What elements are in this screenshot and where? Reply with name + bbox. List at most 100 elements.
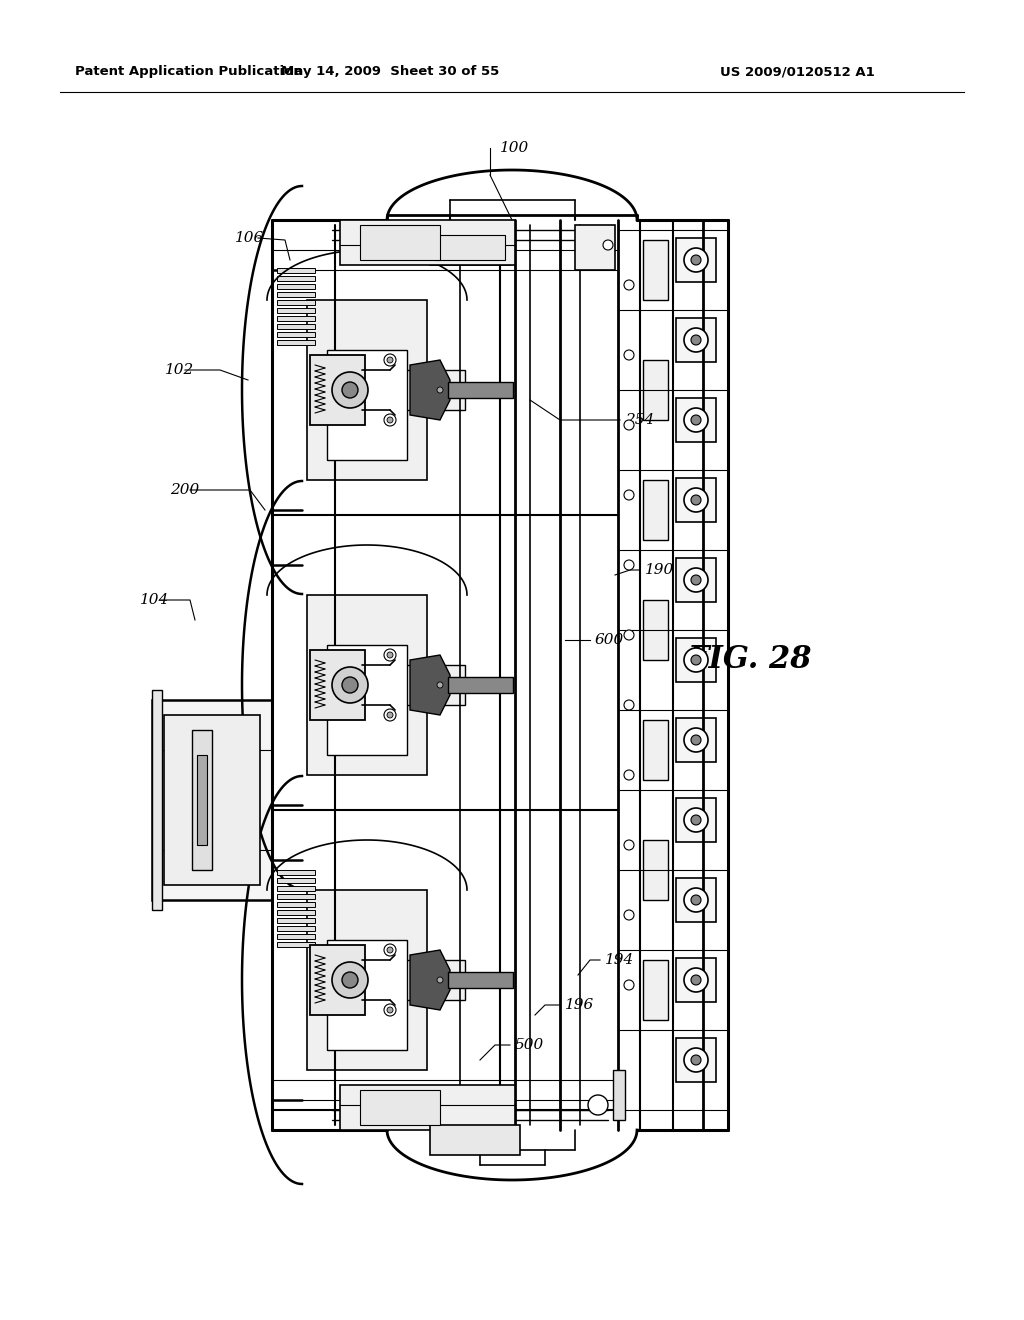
Circle shape <box>684 808 708 832</box>
Bar <box>278 341 315 345</box>
Bar <box>278 276 315 281</box>
Circle shape <box>684 888 708 912</box>
Bar <box>676 238 716 282</box>
Text: 106: 106 <box>180 863 209 876</box>
Bar <box>340 220 515 265</box>
Bar <box>643 480 668 540</box>
Bar <box>310 355 365 425</box>
Bar <box>278 935 315 939</box>
Bar <box>278 315 315 321</box>
Bar <box>676 558 716 602</box>
Polygon shape <box>410 655 450 715</box>
Bar <box>676 958 716 1002</box>
Circle shape <box>387 417 393 422</box>
Bar <box>430 1125 520 1155</box>
Bar <box>152 690 162 909</box>
Circle shape <box>624 630 634 640</box>
Circle shape <box>684 408 708 432</box>
Text: May 14, 2009  Sheet 30 of 55: May 14, 2009 Sheet 30 of 55 <box>281 66 499 78</box>
Bar <box>676 478 716 521</box>
Circle shape <box>332 667 368 704</box>
Bar <box>310 649 365 719</box>
Bar <box>278 323 315 329</box>
Bar <box>327 645 407 755</box>
Circle shape <box>342 381 358 399</box>
Circle shape <box>387 652 393 657</box>
Bar <box>360 1090 440 1125</box>
Circle shape <box>691 335 701 345</box>
Bar <box>312 375 337 405</box>
Bar <box>278 942 315 946</box>
Circle shape <box>437 682 443 688</box>
Circle shape <box>434 974 446 986</box>
Bar <box>278 917 315 923</box>
Circle shape <box>684 729 708 752</box>
Bar <box>676 1038 716 1082</box>
Bar <box>307 890 427 1071</box>
Circle shape <box>437 977 443 983</box>
Bar <box>197 755 207 845</box>
Text: 102: 102 <box>165 363 195 378</box>
Bar <box>375 370 465 411</box>
Text: FIG. 28: FIG. 28 <box>688 644 812 676</box>
Bar <box>310 945 365 1015</box>
Polygon shape <box>410 360 450 420</box>
Text: 190: 190 <box>645 564 674 577</box>
Text: 196: 196 <box>565 998 594 1012</box>
Circle shape <box>434 678 446 690</box>
Bar <box>643 840 668 900</box>
Circle shape <box>624 909 634 920</box>
Bar <box>613 1071 625 1119</box>
Bar <box>278 878 315 883</box>
Bar <box>278 308 315 313</box>
Circle shape <box>332 372 368 408</box>
Circle shape <box>691 576 701 585</box>
Text: US 2009/0120512 A1: US 2009/0120512 A1 <box>720 66 874 78</box>
Bar <box>643 360 668 420</box>
Circle shape <box>691 1055 701 1065</box>
Circle shape <box>691 255 701 265</box>
Bar <box>676 318 716 362</box>
Text: 500: 500 <box>515 1038 544 1052</box>
Circle shape <box>624 280 634 290</box>
Circle shape <box>684 488 708 512</box>
Text: Patent Application Publication: Patent Application Publication <box>75 66 303 78</box>
Circle shape <box>624 700 634 710</box>
Bar <box>164 715 260 884</box>
Polygon shape <box>410 950 450 1010</box>
Bar <box>676 878 716 921</box>
Circle shape <box>691 414 701 425</box>
Circle shape <box>691 895 701 906</box>
Circle shape <box>684 968 708 993</box>
Bar <box>360 224 440 260</box>
Bar <box>278 902 315 907</box>
Circle shape <box>384 649 396 661</box>
Circle shape <box>691 975 701 985</box>
Bar <box>375 665 465 705</box>
Bar <box>307 300 427 480</box>
Circle shape <box>684 248 708 272</box>
Circle shape <box>624 979 634 990</box>
Text: 600: 600 <box>595 634 625 647</box>
Bar <box>278 870 315 875</box>
Bar <box>676 799 716 842</box>
Circle shape <box>342 972 358 987</box>
Bar <box>327 940 407 1049</box>
Bar <box>278 284 315 289</box>
Bar <box>278 333 315 337</box>
Circle shape <box>624 770 634 780</box>
Bar <box>152 700 272 900</box>
Text: 104: 104 <box>140 593 169 607</box>
Circle shape <box>384 709 396 721</box>
Bar <box>676 399 716 442</box>
Circle shape <box>684 1048 708 1072</box>
Circle shape <box>691 495 701 506</box>
Circle shape <box>332 962 368 998</box>
Circle shape <box>387 946 393 953</box>
Bar <box>193 730 212 870</box>
Bar <box>312 965 337 995</box>
Circle shape <box>384 944 396 956</box>
Bar <box>676 718 716 762</box>
Circle shape <box>384 354 396 366</box>
Circle shape <box>387 711 393 718</box>
